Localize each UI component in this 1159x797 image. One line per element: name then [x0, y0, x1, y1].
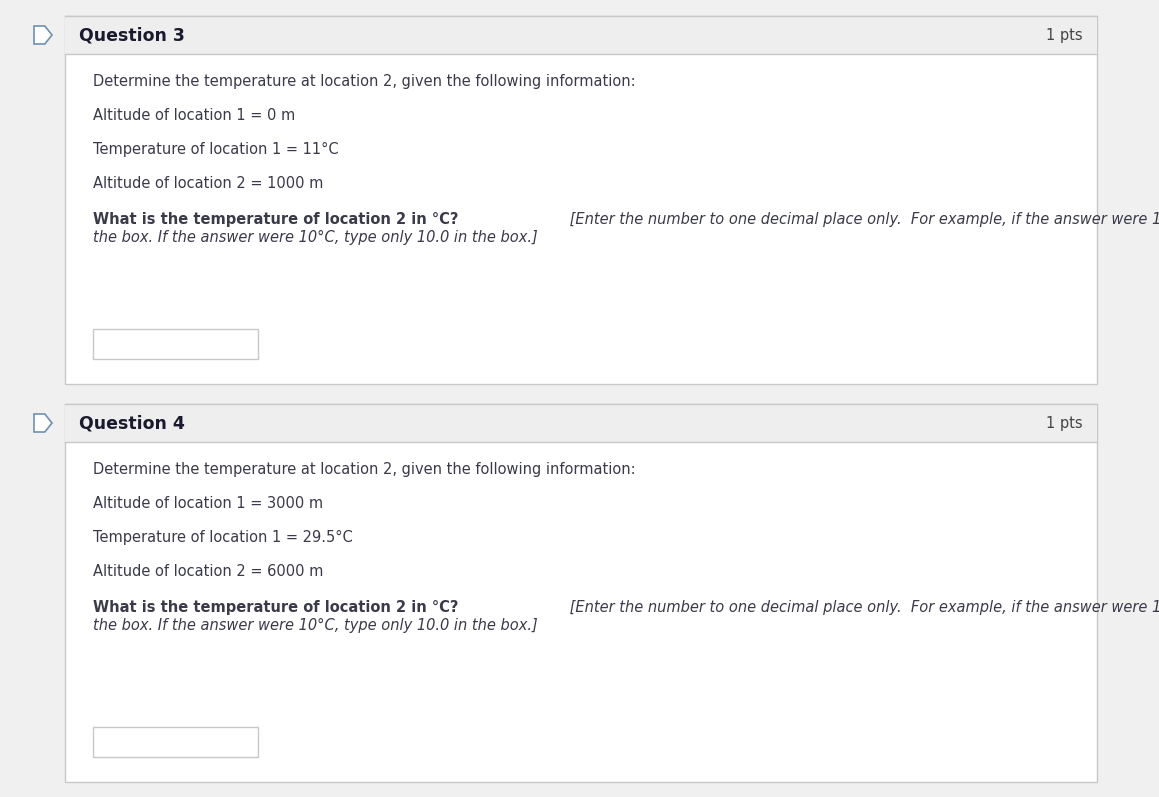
Text: 1 pts: 1 pts [1047, 28, 1083, 42]
FancyBboxPatch shape [65, 404, 1098, 782]
Text: Determine the temperature at location 2, given the following information:: Determine the temperature at location 2,… [93, 462, 635, 477]
Text: Altitude of location 2 = 6000 m: Altitude of location 2 = 6000 m [93, 564, 323, 579]
FancyBboxPatch shape [93, 329, 258, 359]
Text: Altitude of location 1 = 0 m: Altitude of location 1 = 0 m [93, 108, 296, 123]
FancyBboxPatch shape [65, 16, 1098, 54]
Text: Altitude of location 1 = 3000 m: Altitude of location 1 = 3000 m [93, 496, 323, 511]
Text: [Enter the number to one decimal place only.  For example, if the answer were 11: [Enter the number to one decimal place o… [564, 600, 1159, 615]
Text: Question 3: Question 3 [79, 26, 185, 44]
FancyBboxPatch shape [65, 404, 1098, 442]
Text: What is the temperature of location 2 in °C?: What is the temperature of location 2 in… [93, 212, 459, 227]
Text: the box. If the answer were 10°C, type only 10.0 in the box.]: the box. If the answer were 10°C, type o… [93, 230, 538, 245]
Text: Altitude of location 2 = 1000 m: Altitude of location 2 = 1000 m [93, 176, 323, 191]
Text: Question 4: Question 4 [79, 414, 185, 432]
Text: Temperature of location 1 = 11°C: Temperature of location 1 = 11°C [93, 142, 338, 157]
FancyBboxPatch shape [93, 727, 258, 757]
Text: [Enter the number to one decimal place only.  For example, if the answer were 11: [Enter the number to one decimal place o… [564, 212, 1159, 227]
FancyBboxPatch shape [65, 16, 1098, 384]
Text: the box. If the answer were 10°C, type only 10.0 in the box.]: the box. If the answer were 10°C, type o… [93, 618, 538, 633]
Text: What is the temperature of location 2 in °C?: What is the temperature of location 2 in… [93, 600, 459, 615]
Text: Temperature of location 1 = 29.5°C: Temperature of location 1 = 29.5°C [93, 530, 352, 545]
Polygon shape [34, 414, 52, 432]
Polygon shape [34, 26, 52, 44]
Text: Determine the temperature at location 2, given the following information:: Determine the temperature at location 2,… [93, 74, 635, 89]
Text: 1 pts: 1 pts [1047, 415, 1083, 430]
